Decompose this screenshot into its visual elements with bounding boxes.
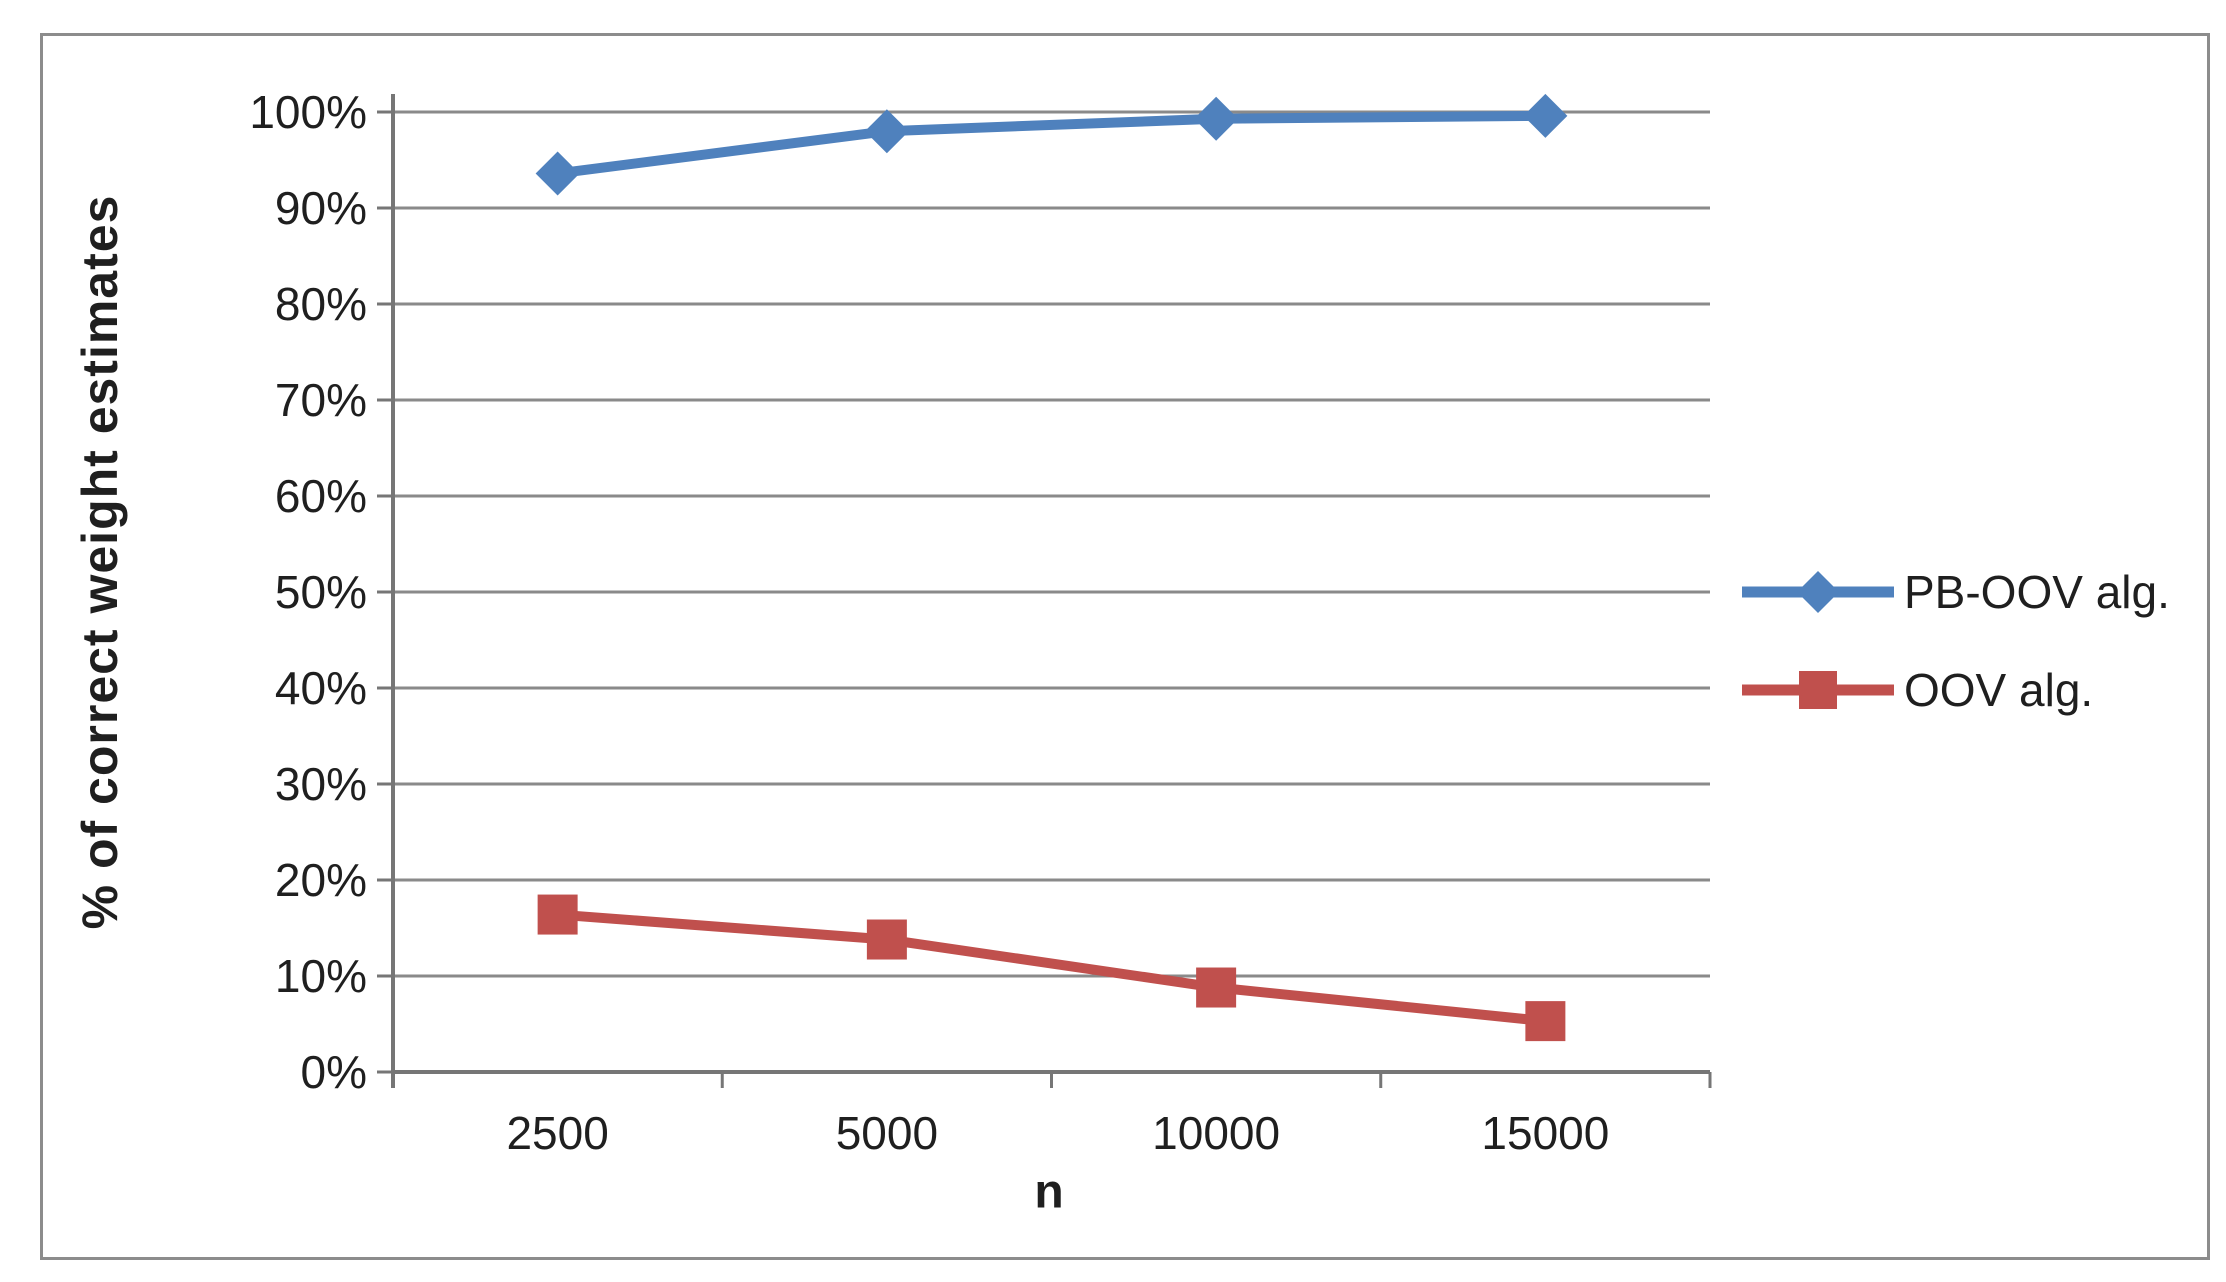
y-tick-label: 80% bbox=[275, 278, 367, 330]
series-line-oov-alg- bbox=[552, 909, 1551, 1027]
data-point-square bbox=[537, 894, 578, 935]
y-tick-label: 90% bbox=[275, 182, 367, 234]
y-tick-label: 10% bbox=[275, 950, 367, 1002]
legend-entry-oov: OOV alg. bbox=[1738, 664, 2170, 716]
y-tick-label: 70% bbox=[275, 374, 367, 426]
legend-label-oov: OOV alg. bbox=[1904, 664, 2094, 716]
data-point-diamond bbox=[1523, 93, 1568, 138]
y-tick-label: 100% bbox=[249, 86, 367, 138]
data-point-square bbox=[1196, 967, 1237, 1008]
x-tick-label: 5000 bbox=[836, 1107, 938, 1159]
y-tick-label: 40% bbox=[275, 662, 367, 714]
series-line-pb-oov-alg- bbox=[552, 110, 1551, 179]
legend-line-diamond-icon bbox=[1742, 571, 1894, 613]
y-tick-label: 50% bbox=[275, 566, 367, 618]
y-axis-title: % of correct weight estimates bbox=[72, 194, 128, 930]
data-point-diamond bbox=[535, 151, 580, 196]
x-tick-label: 15000 bbox=[1481, 1107, 1609, 1159]
y-tick-label: 20% bbox=[275, 854, 367, 906]
legend-line-square-icon bbox=[1742, 671, 1894, 709]
legend-label-pb-oov: PB-OOV alg. bbox=[1904, 566, 2170, 618]
y-tick-label: 0% bbox=[301, 1046, 367, 1098]
legend: PB-OOV alg. OOV alg. bbox=[1738, 566, 2170, 716]
data-point-square bbox=[866, 919, 907, 960]
data-point-diamond bbox=[864, 109, 909, 154]
y-tick-label: 60% bbox=[275, 470, 367, 522]
data-point-square bbox=[1525, 1001, 1566, 1042]
x-tick-label: 2500 bbox=[506, 1107, 608, 1159]
y-tick-label: 30% bbox=[275, 758, 367, 810]
data-point-diamond bbox=[1194, 96, 1239, 141]
chart-border bbox=[40, 33, 2210, 1260]
legend-entry-pb-oov: PB-OOV alg. bbox=[1738, 566, 2170, 618]
x-axis-title: n bbox=[1034, 1165, 1064, 1219]
x-tick-label: 10000 bbox=[1152, 1107, 1280, 1159]
